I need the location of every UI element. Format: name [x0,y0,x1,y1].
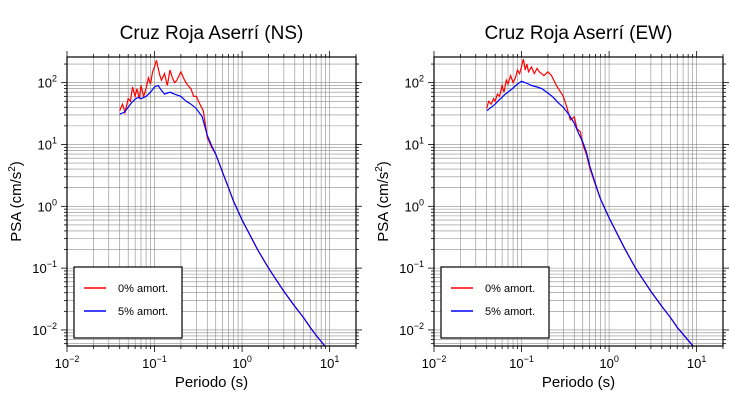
y-tick-label: 100 [405,197,424,214]
grid [434,57,723,346]
y-tick-label: 10−2 [399,321,424,338]
series-line-5-amort- [119,84,326,346]
y-axis-label: PSA (cm/s2) [7,161,25,242]
x-tick-label: 101 [320,354,339,371]
y-tick-label: 102 [405,74,424,91]
plot-frame [66,56,357,347]
x-tick-label: 10−2 [422,354,447,371]
y-axis-label: PSA (cm/s2) [374,161,392,242]
y-tick-label: 10−1 [399,259,424,276]
y-tick-label: 100 [38,197,57,214]
x-tick-label: 10−2 [55,354,80,371]
chart-title: Cruz Roja Aserrí (NS) [120,23,304,44]
x-tick-label: 10−1 [142,354,167,371]
plot-frame [433,56,724,347]
y-tick-label: 101 [38,135,57,152]
legend-box [73,266,183,339]
chart-title: Cruz Roja Aserrí (EW) [485,23,673,44]
series-line-5-amort- [486,80,694,346]
legend-box [440,266,550,339]
x-tick-label: 100 [232,354,251,371]
x-axis-label: Periodo (s) [175,374,248,391]
x-tick-label: 10−1 [509,354,534,371]
x-tick-label: 101 [687,354,706,371]
chart-panel-2: 10−2 10−1 100 101 10−2 10−1 100 101 102 Cruz Roja… [374,23,729,391]
x-axis-label: Periodo (s) [542,374,615,391]
legend-label: 5% amort. [485,306,535,318]
y-tick-label: 10−1 [32,259,57,276]
y-tick-label: 101 [405,135,424,152]
legend-label: 5% amort. [118,306,168,318]
y-tick-label: 10−2 [32,321,57,338]
y-tick-label: 102 [38,74,57,91]
x-tick-label: 100 [599,354,618,371]
chart-panel-1: 10−2 10−1 100 101 10−2 10−1 100 101 102 Cruz Roja… [7,23,362,391]
legend: 0% amort. 5% amort. [440,266,550,339]
legend-label: 0% amort. [118,283,168,295]
legend-label: 0% amort. [485,283,535,295]
legend: 0% amort. 5% amort. [73,266,183,339]
